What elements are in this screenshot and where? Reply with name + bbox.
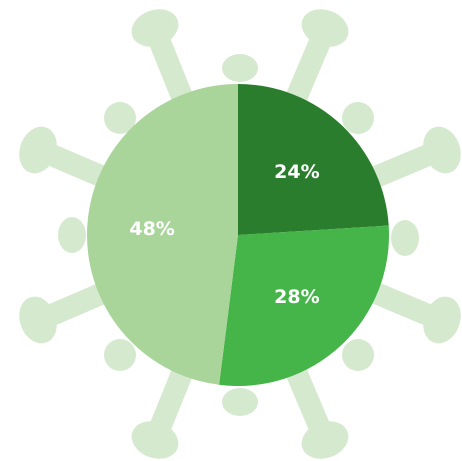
pie-slice: [219, 225, 389, 386]
pie-slice: [86, 84, 238, 385]
spike-knob: [301, 421, 349, 459]
pie: 24% 28% 48%: [86, 84, 389, 386]
small-knob: [58, 217, 86, 253]
slice-label: 24%: [274, 161, 319, 183]
slice-label: 28%: [274, 286, 319, 308]
pie-slice: [238, 84, 389, 235]
small-knob: [104, 102, 136, 134]
small-knob: [222, 388, 258, 416]
spike-knob: [131, 421, 179, 459]
spike-knob: [423, 296, 461, 344]
small-knob: [222, 54, 258, 82]
spike-knob: [301, 9, 349, 47]
small-knob: [342, 339, 374, 371]
spike-knob: [131, 9, 179, 47]
slice-label: 48%: [129, 218, 174, 240]
small-knob: [342, 102, 374, 134]
spike-knob: [19, 296, 57, 344]
spike-knob: [423, 126, 461, 174]
small-knob: [104, 339, 136, 371]
small-knob: [391, 220, 419, 256]
spike-knob: [19, 126, 57, 174]
